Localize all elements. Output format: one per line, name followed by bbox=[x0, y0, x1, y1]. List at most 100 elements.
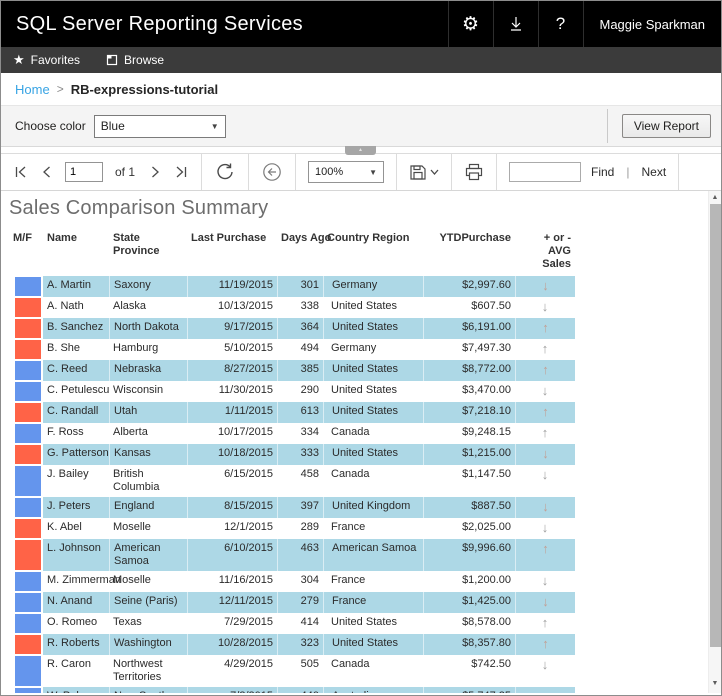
next-link[interactable]: Next bbox=[641, 165, 667, 179]
app-title: SQL Server Reporting Services bbox=[16, 12, 303, 35]
parameters-collapse-handle[interactable]: ▲ bbox=[345, 146, 376, 155]
trend-down-icon: ↓ bbox=[541, 657, 549, 672]
trend-up-icon: ↑ bbox=[541, 615, 549, 630]
first-page-button[interactable] bbox=[13, 164, 29, 180]
cell-last-purchase: 11/19/2015 bbox=[187, 276, 277, 297]
table-header-row: M/F Name State Province Last Purchase Da… bbox=[9, 230, 721, 273]
cell-ytd-purchase: $607.50 bbox=[471, 300, 511, 312]
scrollbar-thumb[interactable] bbox=[710, 204, 721, 647]
cell-days-ago: 338 bbox=[300, 300, 319, 312]
cell-country-region: United States bbox=[331, 616, 398, 628]
zoom-value: 100% bbox=[315, 166, 344, 178]
settings-button[interactable]: ⚙ bbox=[447, 1, 493, 47]
cell-ytd-purchase: $7,218.10 bbox=[423, 402, 515, 423]
row-body: C. Randall Utah 1/11/2015 613 United States $… bbox=[43, 402, 575, 423]
page-number-input[interactable] bbox=[65, 162, 103, 182]
cell-avg-sales-trend: ↓ bbox=[515, 497, 575, 518]
cell-country-region: United States bbox=[323, 444, 423, 465]
zoom-select[interactable]: 100% ▼ bbox=[308, 161, 385, 183]
column-header-state: State Province bbox=[113, 232, 160, 257]
cell-country-region: United States bbox=[323, 402, 423, 423]
nav-browse[interactable]: Browse bbox=[106, 53, 164, 67]
user-menu[interactable]: Maggie Sparkman bbox=[582, 1, 722, 47]
cell-last-purchase: 11/30/2015 bbox=[218, 384, 273, 396]
color-select[interactable]: Blue ▼ bbox=[93, 114, 226, 138]
cell-country-region: Germany bbox=[331, 342, 377, 354]
cell-state-province: Moselle bbox=[113, 574, 151, 586]
cell-name: N. Anand bbox=[47, 595, 93, 607]
row-body: J. Peters England 8/15/2015 397 United Kingd… bbox=[43, 497, 575, 518]
breadcrumb-current: RB-expressions-tutorial bbox=[70, 81, 219, 97]
mf-color-swatch bbox=[15, 656, 41, 686]
cell-state-province: Moselle bbox=[113, 521, 151, 533]
row-body: J. Bailey British Columbia 6/15/2015 458 Can… bbox=[43, 465, 575, 497]
last-page-button[interactable] bbox=[173, 164, 189, 180]
cell-days-ago: 440 bbox=[277, 687, 323, 693]
export-button[interactable] bbox=[409, 163, 439, 181]
refresh-button[interactable] bbox=[214, 161, 236, 183]
cell-name: K. Abel bbox=[47, 521, 82, 533]
nav-favorites[interactable]: ★ Favorites bbox=[13, 52, 80, 68]
cell-name: J. Peters bbox=[47, 500, 91, 512]
first-page-icon bbox=[15, 166, 26, 178]
cell-state-province: Seine (Paris) bbox=[109, 592, 187, 613]
mf-swatch-cell bbox=[9, 402, 43, 423]
export-group bbox=[397, 154, 453, 190]
cell-avg-sales-trend: ↑ bbox=[515, 539, 575, 571]
cell-name: R. Caron bbox=[47, 658, 92, 670]
cell-state-province: Kansas bbox=[109, 444, 187, 465]
download-button[interactable] bbox=[492, 1, 538, 47]
scroll-up-icon[interactable]: ▲ bbox=[711, 193, 719, 201]
row-body: R. Roberts Washington 10/28/2015 323 United … bbox=[43, 634, 575, 655]
cell-name: C. Reed bbox=[47, 363, 88, 375]
print-button[interactable] bbox=[464, 162, 484, 182]
cell-country-region: Australia bbox=[323, 687, 423, 693]
trend-up-icon: ↑ bbox=[542, 689, 549, 693]
cell-state-province: Nebraska bbox=[109, 360, 187, 381]
row-body: B. Sanchez North Dakota 9/17/2015 364 United… bbox=[43, 318, 575, 339]
cell-avg-sales-trend: ↓ bbox=[515, 381, 575, 402]
find-input[interactable] bbox=[509, 162, 582, 182]
cell-avg-sales-trend: ↓ bbox=[515, 518, 575, 539]
row-body: R. Caron Northwest Territories 4/29/2015 50… bbox=[43, 655, 575, 687]
trend-up-icon: ↑ bbox=[541, 341, 549, 356]
mf-swatch-cell bbox=[9, 571, 43, 592]
cell-avg-sales-trend: ↓ bbox=[515, 655, 575, 687]
color-select-value: Blue bbox=[100, 119, 125, 133]
trend-down-icon: ↓ bbox=[542, 278, 549, 293]
table-row: O. Romeo Texas 7/29/2015 414 United States $8… bbox=[9, 613, 721, 634]
cell-last-purchase: 6/10/2015 bbox=[187, 539, 277, 571]
find-group: Find | Next bbox=[497, 154, 680, 190]
cell-last-purchase: 8/15/2015 bbox=[187, 497, 277, 518]
cell-avg-sales-trend: ↑ bbox=[515, 360, 575, 381]
find-link[interactable]: Find bbox=[591, 165, 615, 179]
cell-avg-sales-trend: ↑ bbox=[515, 613, 575, 634]
vertical-scrollbar[interactable]: ▲ ▼ bbox=[708, 191, 721, 693]
row-body: C. Petulescu Wisconsin 11/30/2015 290 United… bbox=[43, 381, 575, 402]
help-icon: ? bbox=[555, 14, 566, 33]
mf-swatch-cell bbox=[9, 339, 43, 360]
mf-swatch-cell bbox=[9, 444, 43, 465]
cell-last-purchase: 10/17/2015 bbox=[217, 426, 273, 438]
back-button[interactable] bbox=[261, 161, 283, 183]
next-page-button[interactable] bbox=[147, 164, 163, 180]
mf-swatch-cell bbox=[9, 497, 43, 518]
breadcrumb-home-link[interactable]: Home bbox=[15, 81, 50, 97]
cell-days-ago: 279 bbox=[277, 592, 323, 613]
refresh-group bbox=[202, 154, 250, 190]
trend-down-icon: ↓ bbox=[541, 573, 549, 588]
previous-page-button[interactable] bbox=[39, 164, 55, 180]
chevron-right-icon bbox=[152, 166, 159, 178]
help-button[interactable]: ? bbox=[537, 1, 583, 47]
trend-up-icon: ↑ bbox=[542, 404, 549, 419]
column-header-name: Name bbox=[47, 232, 77, 244]
cell-days-ago: 458 bbox=[300, 468, 319, 480]
view-report-button[interactable]: View Report bbox=[621, 114, 711, 138]
mf-color-swatch bbox=[15, 519, 41, 538]
cell-ytd-purchase: $1,200.00 bbox=[462, 574, 511, 586]
cell-avg-sales-trend: ↓ bbox=[515, 444, 575, 465]
choose-color-label: Choose color bbox=[15, 119, 86, 133]
scroll-down-icon[interactable]: ▼ bbox=[711, 679, 719, 687]
cell-days-ago: 385 bbox=[277, 360, 323, 381]
cell-days-ago: 290 bbox=[300, 384, 319, 396]
